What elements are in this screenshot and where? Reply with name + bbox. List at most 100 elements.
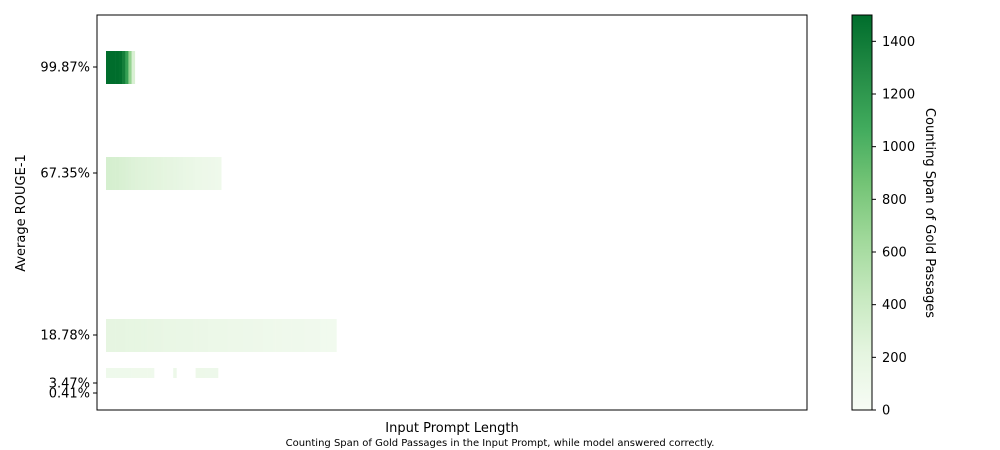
y-tick-label: 18.78% (40, 329, 90, 344)
heatmap-cell (173, 157, 177, 190)
heatmap-cell (195, 157, 200, 190)
heatmap-cell (166, 319, 171, 352)
heatmap-cell (128, 319, 132, 352)
colorbar-tick-group: 0 200 400 600 800 1000 1200 1400 (872, 35, 915, 419)
heatmap-cell (147, 157, 152, 190)
heatmap-cell (317, 319, 321, 352)
heatmap-cell (294, 319, 299, 352)
heatmap-cell (240, 319, 244, 352)
heatmap-cell (122, 51, 126, 84)
heatmap-cell (150, 157, 155, 190)
heatmap-cell (189, 319, 193, 352)
colorbar-tick-label: 0 (882, 404, 890, 419)
heatmap-cell (154, 157, 158, 190)
heatmap-cell (131, 319, 136, 352)
heatmap-cell (202, 319, 206, 352)
heatmap-cell (195, 368, 200, 378)
y-tick-label: 99.87% (40, 61, 90, 76)
heatmap-cell (128, 51, 132, 84)
heatmap-cell (198, 368, 203, 378)
heatmap-cell (304, 319, 308, 352)
heatmap-cell (118, 157, 123, 190)
heatmap-cell (326, 319, 331, 352)
heatmap-cell (166, 157, 171, 190)
heatmap-cell (134, 319, 139, 352)
heatmap-cell (198, 157, 203, 190)
colorbar-tick-label: 1200 (882, 88, 915, 103)
heatmap-cell (333, 319, 337, 352)
heatmap-cell (176, 157, 180, 190)
heatmap-cell (157, 157, 161, 190)
x-axis-label: Input Prompt Length (385, 421, 518, 436)
heatmap-cell (115, 319, 120, 352)
plot-frame (96, 14, 808, 411)
heatmap-cell (141, 157, 145, 190)
heatmap-cell (246, 319, 251, 352)
heatmap-cell (112, 51, 116, 84)
heatmap-cell (173, 368, 177, 378)
y-axis-label: Average ROUGE-1 (14, 154, 29, 272)
heatmap-cell (115, 368, 120, 378)
heatmap-cell (298, 319, 302, 352)
heatmap-cell (250, 319, 254, 352)
heatmap-cell (163, 157, 168, 190)
heatmap-cell (112, 368, 116, 378)
heatmap-cell (115, 157, 120, 190)
heatmap-cell (208, 319, 212, 352)
heatmap-cell (109, 368, 113, 378)
colorbar (852, 15, 872, 410)
heatmap-cell (112, 319, 116, 352)
heatmap-cell (138, 319, 142, 352)
heatmap-cell (106, 319, 110, 352)
y-tick-label: 67.35% (40, 167, 90, 182)
heatmap-cell (307, 319, 312, 352)
heatmap-cell (230, 319, 235, 352)
heatmap-cell (285, 319, 289, 352)
heatmap-cell (134, 157, 139, 190)
heatmap-cell (256, 319, 260, 352)
heatmap-cell (106, 368, 110, 378)
heatmap-cell (109, 51, 113, 84)
colorbar-label: Counting Span of Gold Passages (922, 108, 937, 318)
heatmap-cell (150, 368, 155, 378)
heatmap-cells (106, 51, 337, 378)
heatmap-cell (150, 319, 155, 352)
heatmap-cell (106, 51, 110, 84)
heatmap-cell (128, 368, 132, 378)
heatmap-cell (186, 157, 190, 190)
heatmap-cell (125, 157, 129, 190)
heatmap-cell (262, 319, 267, 352)
heatmap-cell (266, 319, 270, 352)
heatmap-cell (106, 157, 110, 190)
colorbar-tick-label: 400 (882, 298, 907, 313)
heatmap-cell (275, 319, 280, 352)
heatmap-cell (170, 319, 174, 352)
heatmap-cell (202, 157, 206, 190)
heatmap-cell (301, 319, 305, 352)
heatmap-cell (131, 51, 136, 84)
colorbar-tick-label: 1000 (882, 140, 915, 155)
heatmap-cell (141, 319, 145, 352)
heatmap-cell (138, 368, 142, 378)
heatmap-cell (211, 368, 216, 378)
heatmap-cell (112, 157, 116, 190)
heatmap-cell (160, 157, 164, 190)
heatmap-cell (122, 157, 126, 190)
colorbar-tick-label: 600 (882, 246, 907, 261)
heatmap-cell (189, 157, 193, 190)
heatmap-cell (173, 319, 177, 352)
heatmap-cell (224, 319, 228, 352)
heatmap-cell (237, 319, 241, 352)
heatmap-cell (227, 319, 232, 352)
heatmap-cell (330, 319, 334, 352)
heatmap-cell (205, 368, 209, 378)
heatmap-cell (109, 319, 113, 352)
heatmap-cell (186, 319, 190, 352)
heatmap-cell (214, 319, 219, 352)
heatmap-cell (282, 319, 286, 352)
heatmap-cell (134, 368, 139, 378)
heatmap-cell (122, 368, 126, 378)
figure-caption: Counting Span of Gold Passages in the In… (286, 438, 715, 449)
heatmap-cell (269, 319, 273, 352)
heatmap-cell (259, 319, 264, 352)
